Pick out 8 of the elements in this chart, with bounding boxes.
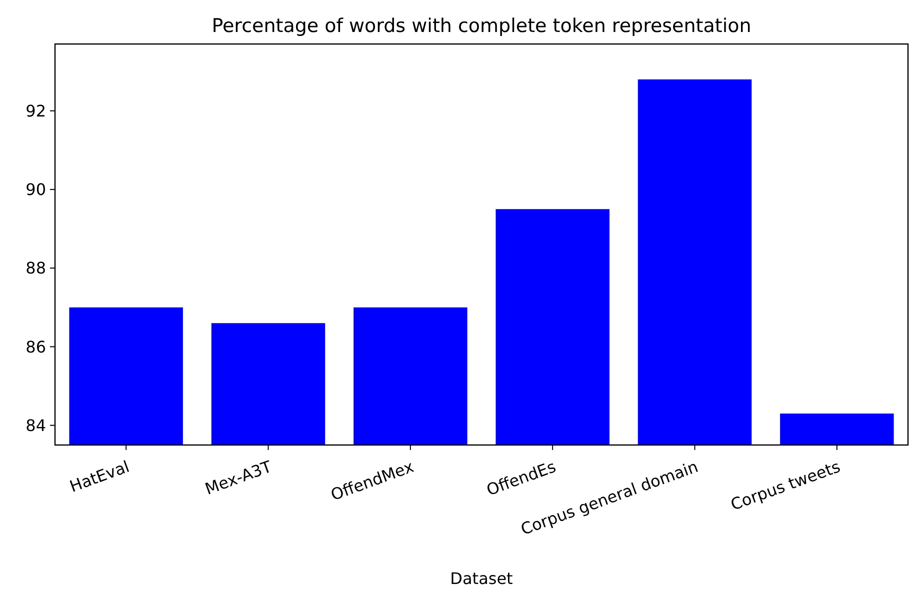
chart-title: Percentage of words with complete token representation: [212, 15, 752, 37]
x-axis-title: Dataset: [450, 569, 513, 588]
y-tick-label: 90: [26, 180, 46, 200]
y-tick-label: 88: [26, 258, 46, 278]
y-tick-label: 92: [26, 101, 46, 120]
y-tick-label: 84: [26, 416, 46, 435]
x-tick-label: Corpus tweets: [728, 456, 843, 514]
y-tick-label: 86: [26, 337, 46, 356]
